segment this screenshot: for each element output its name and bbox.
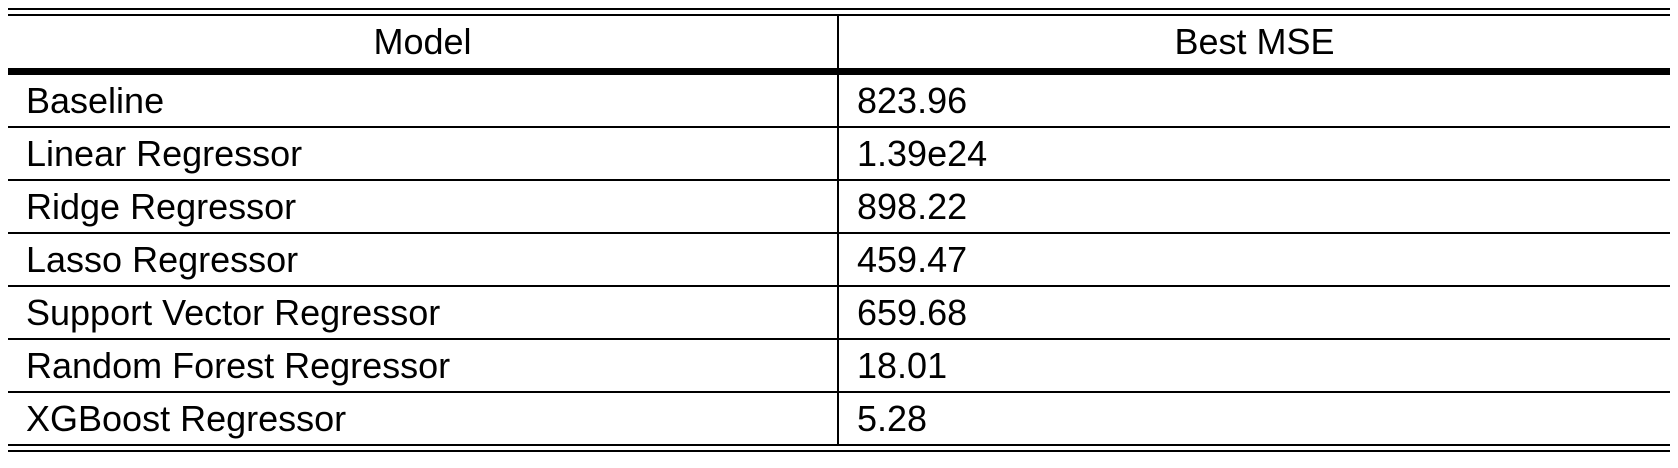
model-name-cell: Lasso Regressor <box>8 233 839 286</box>
mse-value-cell: 18.01 <box>857 344 948 386</box>
table-row: Lasso Regressor 459.47 <box>8 233 1670 286</box>
results-table: Model Best MSE Baseline 823.96 Linear Re… <box>8 16 1670 444</box>
header-best-mse: Best MSE <box>1174 21 1335 62</box>
table-row: Linear Regressor 1.39e24 <box>8 127 1670 180</box>
mse-value-cell: 659.68 <box>857 291 968 333</box>
header-model: Model <box>8 16 839 72</box>
model-name-cell: Ridge Regressor <box>8 180 839 233</box>
model-name-cell: Linear Regressor <box>8 127 839 180</box>
table-header-row: Model Best MSE <box>8 16 1670 72</box>
mse-value-cell: 823.96 <box>857 79 968 121</box>
model-name-cell: XGBoost Regressor <box>8 392 839 444</box>
results-table-container: Model Best MSE Baseline 823.96 Linear Re… <box>8 8 1670 452</box>
mse-value-cell: 459.47 <box>857 238 968 280</box>
model-name-cell: Random Forest Regressor <box>8 339 839 392</box>
table-row: XGBoost Regressor 5.28 <box>8 392 1670 444</box>
mse-value-cell: 5.28 <box>857 397 928 439</box>
model-name-cell: Support Vector Regressor <box>8 286 839 339</box>
mse-value-cell: 1.39e24 <box>857 132 988 174</box>
mse-value-cell: 898.22 <box>857 185 968 227</box>
table-top-double-rule <box>8 8 1670 16</box>
table-row: Ridge Regressor 898.22 <box>8 180 1670 233</box>
table-bottom-double-rule <box>8 444 1670 452</box>
table-row: Random Forest Regressor 18.01 <box>8 339 1670 392</box>
model-name-cell: Baseline <box>8 71 839 127</box>
table-row: Support Vector Regressor 659.68 <box>8 286 1670 339</box>
table-row: Baseline 823.96 <box>8 71 1670 127</box>
